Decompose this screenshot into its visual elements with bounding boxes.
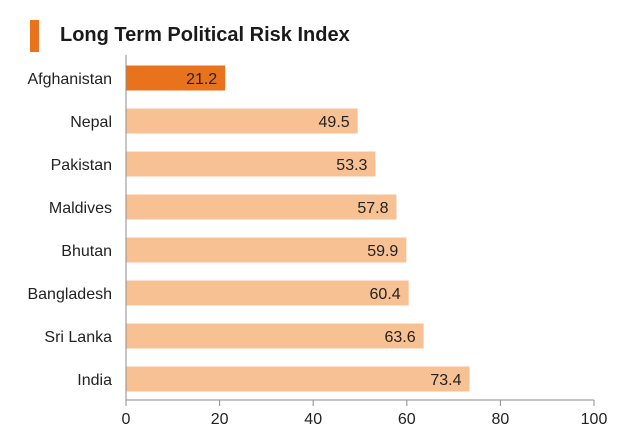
value-label: 63.6 [385,329,416,346]
category-label: Maldives [49,200,112,217]
x-tick-label: 60 [398,411,416,428]
value-label: 53.3 [336,157,367,174]
bar [126,108,358,134]
bar [126,237,407,263]
category-label: Bangladesh [27,286,112,303]
bar [126,151,376,177]
value-label: 73.4 [430,372,461,389]
category-label: Sri Lanka [44,329,112,346]
category-label: Bhutan [61,243,112,260]
value-label: 57.8 [357,200,388,217]
category-label: Nepal [70,114,112,131]
bar [126,366,470,392]
bar [126,280,409,306]
category-label: India [77,372,112,389]
value-label: 60.4 [370,286,401,303]
category-label: Pakistan [51,157,112,174]
x-tick-label: 0 [122,411,131,428]
value-label: 59.9 [367,243,398,260]
bar [126,323,424,349]
x-tick-label: 100 [581,411,608,428]
x-tick-label: 80 [492,411,510,428]
bar [126,65,226,91]
value-label: 49.5 [319,114,350,131]
category-label: Afghanistan [27,71,112,88]
title-accent-bar [30,20,39,52]
bar [126,194,397,220]
value-label: 21.2 [186,71,217,88]
x-tick-label: 20 [211,411,229,428]
chart-title-text: Long Term Political Risk Index [60,24,350,46]
x-tick-label: 40 [304,411,322,428]
